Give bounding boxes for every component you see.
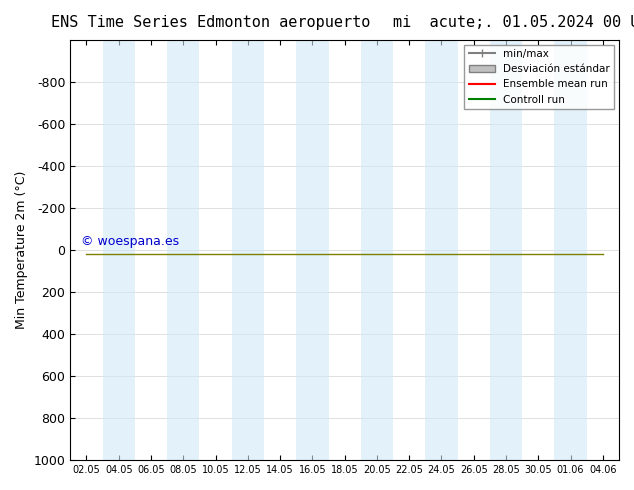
- Bar: [103, 40, 135, 460]
- Text: © woespana.es: © woespana.es: [81, 235, 179, 248]
- Bar: [490, 40, 522, 460]
- Legend: min/max, Desviación estándar, Ensemble mean run, Controll run: min/max, Desviación estándar, Ensemble m…: [464, 45, 614, 109]
- Y-axis label: Min Temperature 2m (°C): Min Temperature 2m (°C): [15, 171, 28, 329]
- Text: ENS Time Series Edmonton aeropuerto: ENS Time Series Edmonton aeropuerto: [51, 15, 370, 30]
- Bar: [296, 40, 328, 460]
- Text: mi  acute;. 01.05.2024 00 UTC: mi acute;. 01.05.2024 00 UTC: [393, 15, 634, 30]
- Bar: [425, 40, 458, 460]
- Bar: [231, 40, 264, 460]
- Bar: [167, 40, 200, 460]
- Bar: [361, 40, 393, 460]
- Bar: [555, 40, 586, 460]
